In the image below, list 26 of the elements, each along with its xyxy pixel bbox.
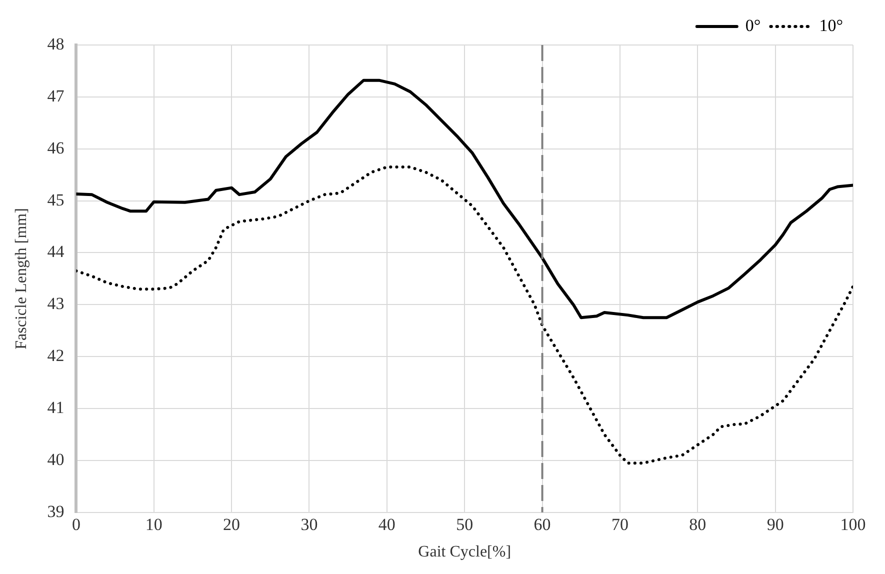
y-tick-label: 46 <box>47 138 64 158</box>
x-tick-label: 30 <box>300 515 318 534</box>
x-tick-label: 50 <box>456 515 474 534</box>
y-tick-label: 43 <box>47 294 64 314</box>
y-tick-label: 45 <box>47 190 64 210</box>
y-tick-label: 41 <box>47 398 64 417</box>
x-tick-label: 0 <box>72 515 80 534</box>
x-tick-label: 90 <box>766 515 784 534</box>
y-tick-label: 40 <box>47 450 64 469</box>
y-tick-label: 39 <box>47 502 64 521</box>
x-tick-label: 20 <box>223 515 240 534</box>
legend-label: 10° <box>819 16 844 35</box>
y-axis-title: Fascicle Length [mm] <box>12 208 30 350</box>
legend-label: 0° <box>745 16 761 35</box>
x-tick-label: 10 <box>145 515 162 534</box>
line-series <box>76 166 853 465</box>
x-tick-label: 70 <box>611 515 628 534</box>
x-axis-title: Gait Cycle[%] <box>418 544 512 561</box>
x-tick-label: 100 <box>840 515 866 534</box>
y-tick-label: 47 <box>47 86 65 106</box>
x-tick-label: 60 <box>534 515 551 534</box>
y-tick-label: 44 <box>47 242 65 262</box>
x-tick-label: 80 <box>689 515 706 534</box>
x-tick-label: 40 <box>378 515 396 534</box>
y-tick-label: 42 <box>47 346 64 366</box>
y-tick-label: 48 <box>47 34 64 54</box>
